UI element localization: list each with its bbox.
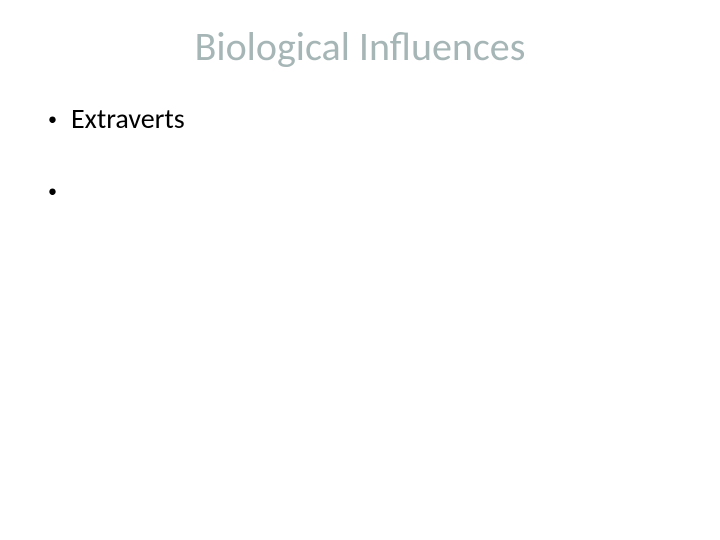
slide-title: Biological Influences xyxy=(0,22,720,71)
bullet-text: Extraverts xyxy=(71,102,185,136)
list-item: • xyxy=(48,174,672,208)
list-item: • Extraverts xyxy=(48,102,672,136)
bullet-marker-icon: • xyxy=(48,102,57,136)
bullet-list: • Extraverts • xyxy=(48,102,672,246)
bullet-marker-icon: • xyxy=(48,174,57,208)
